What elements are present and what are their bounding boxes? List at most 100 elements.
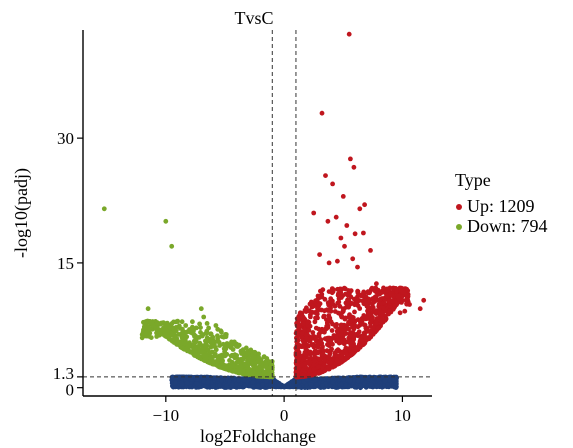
point-down: [234, 359, 240, 365]
point-up: [369, 316, 375, 322]
point-ns: [173, 380, 178, 386]
x-tick-label: 10: [394, 406, 411, 425]
point-up: [360, 342, 366, 348]
point-up: [316, 364, 321, 370]
point-down: [157, 331, 163, 336]
point-up: [325, 323, 331, 329]
point-ns: [217, 382, 222, 388]
point-down: [222, 343, 228, 349]
point-down: [171, 319, 177, 325]
point-up: [344, 223, 350, 228]
point-ns: [229, 382, 235, 388]
point-ns: [365, 376, 371, 382]
point-down: [163, 327, 169, 332]
point-up: [308, 312, 313, 318]
point-up: [337, 303, 343, 309]
point-up: [297, 356, 302, 362]
point-ns: [352, 378, 357, 383]
point-ns: [313, 377, 318, 383]
point-down: [229, 359, 235, 365]
point-up: [347, 346, 352, 351]
point-up: [308, 335, 314, 341]
point-up: [350, 351, 356, 356]
point-up: [315, 297, 320, 303]
point-up: [333, 214, 339, 220]
point-down: [229, 352, 235, 358]
point-down: [228, 345, 234, 350]
point-down: [215, 338, 221, 344]
point-ns: [250, 379, 256, 385]
point-up: [357, 206, 363, 212]
y-axis-label: -log10(padj): [11, 168, 32, 258]
point-ns: [236, 377, 241, 383]
point-up: [301, 356, 307, 362]
point-down: [173, 325, 179, 330]
point-down: [179, 345, 185, 351]
point-down: [143, 330, 149, 336]
y-tick-label: 0: [66, 381, 75, 400]
point-down: [240, 349, 246, 355]
legend-marker: [456, 224, 462, 230]
point-ns: [332, 384, 338, 390]
point-up: [358, 293, 364, 298]
point-up: [384, 293, 390, 299]
point-up: [295, 348, 300, 353]
point-up: [338, 360, 344, 365]
point-up: [362, 334, 368, 340]
point-down: [175, 318, 181, 324]
point-down: [207, 355, 213, 361]
point-down: [223, 352, 228, 357]
point-down: [163, 218, 169, 224]
point-ns: [368, 382, 374, 387]
point-down: [256, 351, 261, 357]
point-down: [169, 331, 175, 337]
point-up: [314, 311, 320, 317]
x-tick-label: 0: [280, 406, 289, 425]
point-up: [320, 344, 325, 349]
point-up: [338, 332, 344, 338]
series-down: [101, 206, 275, 380]
point-up: [319, 110, 325, 116]
point-up: [310, 330, 316, 335]
point-ns: [184, 380, 190, 386]
point-up: [322, 308, 327, 314]
point-up: [407, 302, 412, 307]
point-up: [349, 301, 355, 306]
point-ns: [374, 383, 380, 389]
point-ns: [290, 379, 296, 385]
point-down: [199, 349, 205, 354]
point-ns: [284, 382, 290, 388]
point-ns: [184, 384, 189, 390]
point-up: [303, 309, 309, 314]
point-up: [338, 354, 344, 360]
point-up: [299, 362, 305, 368]
point-up: [347, 333, 353, 339]
point-down: [204, 335, 210, 341]
point-ns: [212, 376, 217, 381]
point-down: [148, 320, 154, 326]
point-up: [313, 335, 319, 340]
point-up: [385, 310, 391, 316]
point-ns: [203, 383, 209, 389]
point-down: [213, 347, 219, 353]
point-up: [307, 323, 313, 329]
point-up: [374, 319, 379, 324]
point-up: [378, 318, 384, 323]
point-ns: [308, 382, 314, 388]
legend-title: Type: [455, 170, 491, 190]
point-up: [322, 357, 328, 363]
point-ns: [382, 378, 388, 384]
point-ns: [219, 378, 224, 384]
threshold-lines: [83, 30, 432, 396]
point-up: [380, 310, 385, 316]
point-up: [396, 296, 402, 302]
point-up: [324, 337, 330, 343]
point-down: [232, 339, 237, 345]
point-down: [179, 330, 185, 336]
point-up: [296, 323, 302, 328]
point-up: [299, 344, 305, 349]
point-up: [343, 339, 349, 345]
point-up: [342, 243, 347, 249]
point-up: [338, 235, 344, 241]
